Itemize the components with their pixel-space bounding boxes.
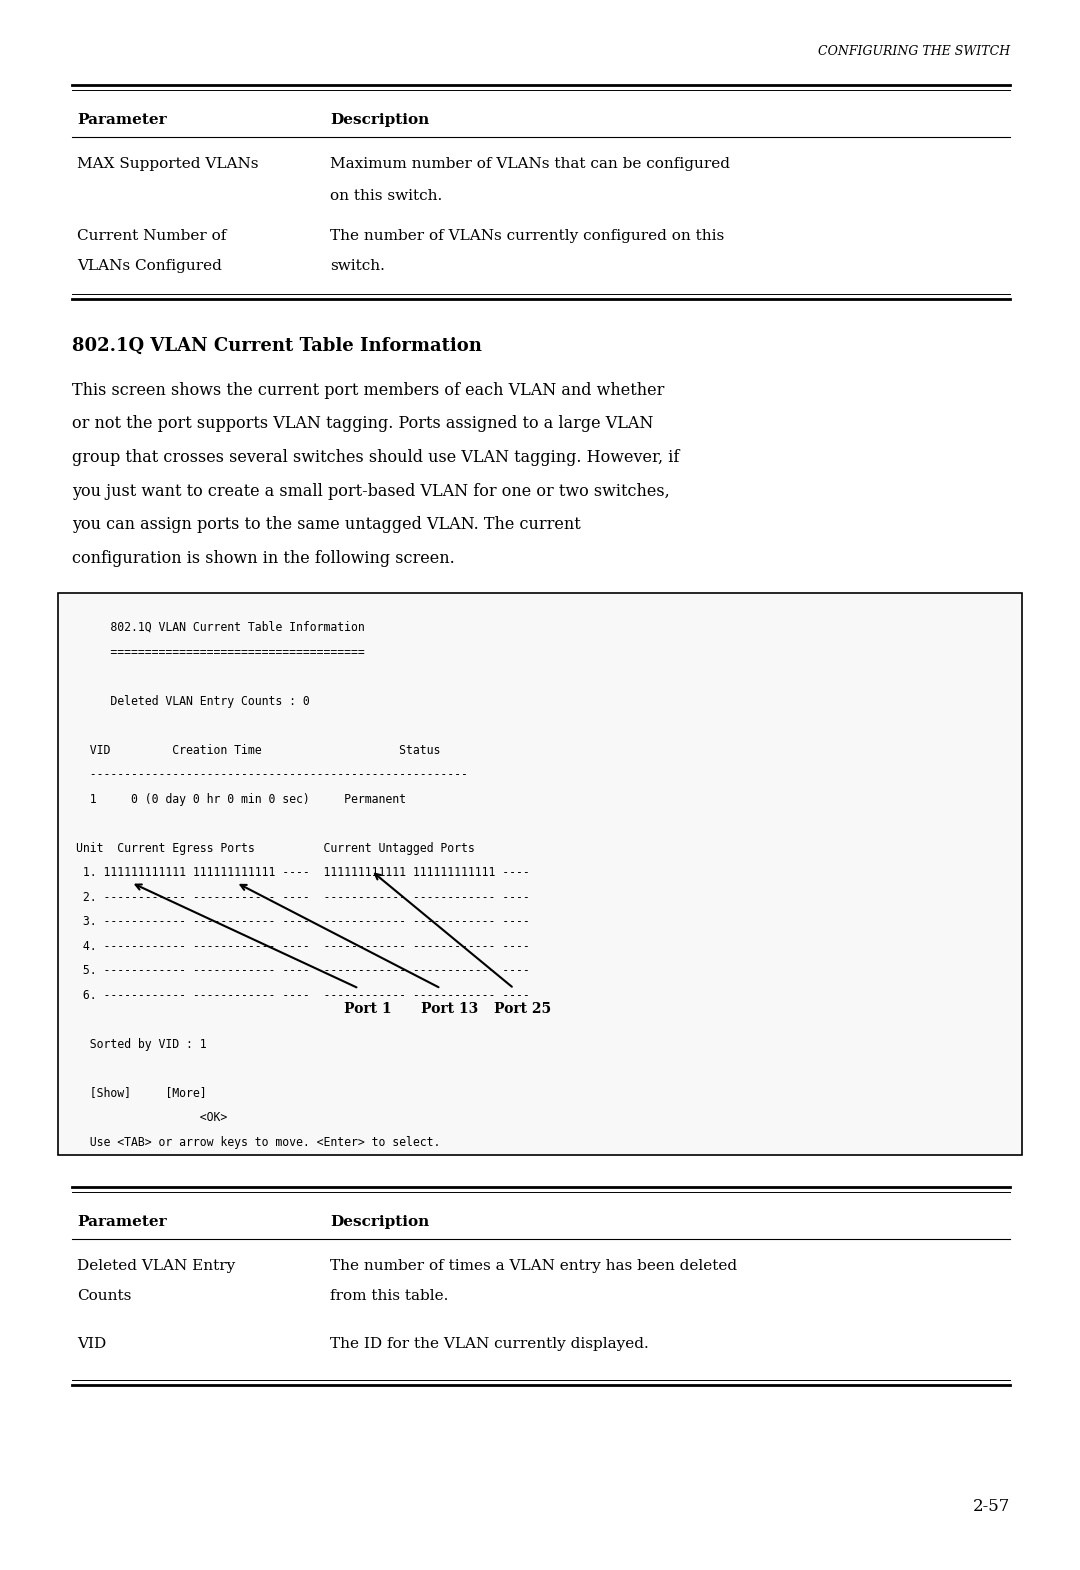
Text: 2-57: 2-57 (973, 1498, 1010, 1515)
Text: Use <TAB> or arrow keys to move. <Enter> to select.: Use <TAB> or arrow keys to move. <Enter>… (76, 1135, 441, 1149)
Text: CONFIGURING THE SWITCH: CONFIGURING THE SWITCH (818, 46, 1010, 58)
Text: Port 25: Port 25 (494, 1002, 551, 1016)
Text: Description: Description (330, 113, 429, 127)
Text: -------------------------------------------------------: ----------------------------------------… (76, 768, 468, 780)
Text: you just want to create a small port-based VLAN for one or two switches,: you just want to create a small port-bas… (72, 482, 670, 499)
Text: configuration is shown in the following screen.: configuration is shown in the following … (72, 550, 455, 567)
Text: Port 13: Port 13 (421, 1002, 478, 1016)
Text: 2. ------------ ------------ ----  ------------ ------------ ----: 2. ------------ ------------ ---- ------… (76, 890, 530, 903)
Text: 6. ------------ ------------ ----  ------------ ------------ ----: 6. ------------ ------------ ---- ------… (76, 989, 530, 1002)
Text: Description: Description (330, 1215, 429, 1229)
Text: VLANs Configured: VLANs Configured (77, 259, 221, 273)
Text: VID         Creation Time                    Status: VID Creation Time Status (76, 744, 441, 757)
Text: Counts: Counts (77, 1289, 132, 1303)
Text: on this switch.: on this switch. (330, 188, 442, 203)
Text: 1. 111111111111 111111111111 ----  111111111111 111111111111 ----: 1. 111111111111 111111111111 ---- 111111… (76, 867, 530, 879)
Text: from this table.: from this table. (330, 1289, 448, 1303)
Text: 802.1Q VLAN Current Table Information: 802.1Q VLAN Current Table Information (72, 338, 482, 355)
Text: MAX Supported VLANs: MAX Supported VLANs (77, 157, 258, 171)
Text: The ID for the VLAN currently displayed.: The ID for the VLAN currently displayed. (330, 1338, 649, 1352)
Text: Parameter: Parameter (77, 113, 166, 127)
Text: =====================================: ===================================== (76, 645, 365, 658)
Text: 1     0 (0 day 0 hr 0 min 0 sec)     Permanent: 1 0 (0 day 0 hr 0 min 0 sec) Permanent (76, 793, 406, 805)
Text: Deleted VLAN Entry: Deleted VLAN Entry (77, 1259, 235, 1273)
Text: or not the port supports VLAN tagging. Ports assigned to a large VLAN: or not the port supports VLAN tagging. P… (72, 416, 653, 432)
Text: Unit  Current Egress Ports          Current Untagged Ports: Unit Current Egress Ports Current Untagg… (76, 842, 475, 854)
Text: This screen shows the current port members of each VLAN and whether: This screen shows the current port membe… (72, 382, 664, 399)
Text: group that crosses several switches should use VLAN tagging. However, if: group that crosses several switches shou… (72, 449, 679, 466)
Text: 5. ------------ ------------ ----  ------------ ------------ ----: 5. ------------ ------------ ---- ------… (76, 964, 530, 977)
Text: [Show]     [More]: [Show] [More] (76, 1086, 206, 1099)
Text: Parameter: Parameter (77, 1215, 166, 1229)
Text: 3. ------------ ------------ ----  ------------ ------------ ----: 3. ------------ ------------ ---- ------… (76, 915, 530, 928)
Text: Maximum number of VLANs that can be configured: Maximum number of VLANs that can be conf… (330, 157, 730, 171)
Text: switch.: switch. (330, 259, 384, 273)
Text: <OK>: <OK> (76, 1112, 227, 1124)
Text: you can assign ports to the same untagged VLAN. The current: you can assign ports to the same untagge… (72, 517, 581, 532)
Text: The number of times a VLAN entry has been deleted: The number of times a VLAN entry has bee… (330, 1259, 738, 1273)
Text: 802.1Q VLAN Current Table Information: 802.1Q VLAN Current Table Information (76, 622, 365, 634)
Text: Current Number of: Current Number of (77, 229, 227, 243)
Text: Deleted VLAN Entry Counts : 0: Deleted VLAN Entry Counts : 0 (76, 694, 310, 708)
Text: The number of VLANs currently configured on this: The number of VLANs currently configured… (330, 229, 725, 243)
Text: VID: VID (77, 1338, 106, 1352)
FancyBboxPatch shape (58, 593, 1022, 1156)
Text: 4. ------------ ------------ ----  ------------ ------------ ----: 4. ------------ ------------ ---- ------… (76, 939, 530, 953)
Text: Port 1: Port 1 (345, 1002, 392, 1016)
Text: Sorted by VID : 1: Sorted by VID : 1 (76, 1038, 206, 1050)
